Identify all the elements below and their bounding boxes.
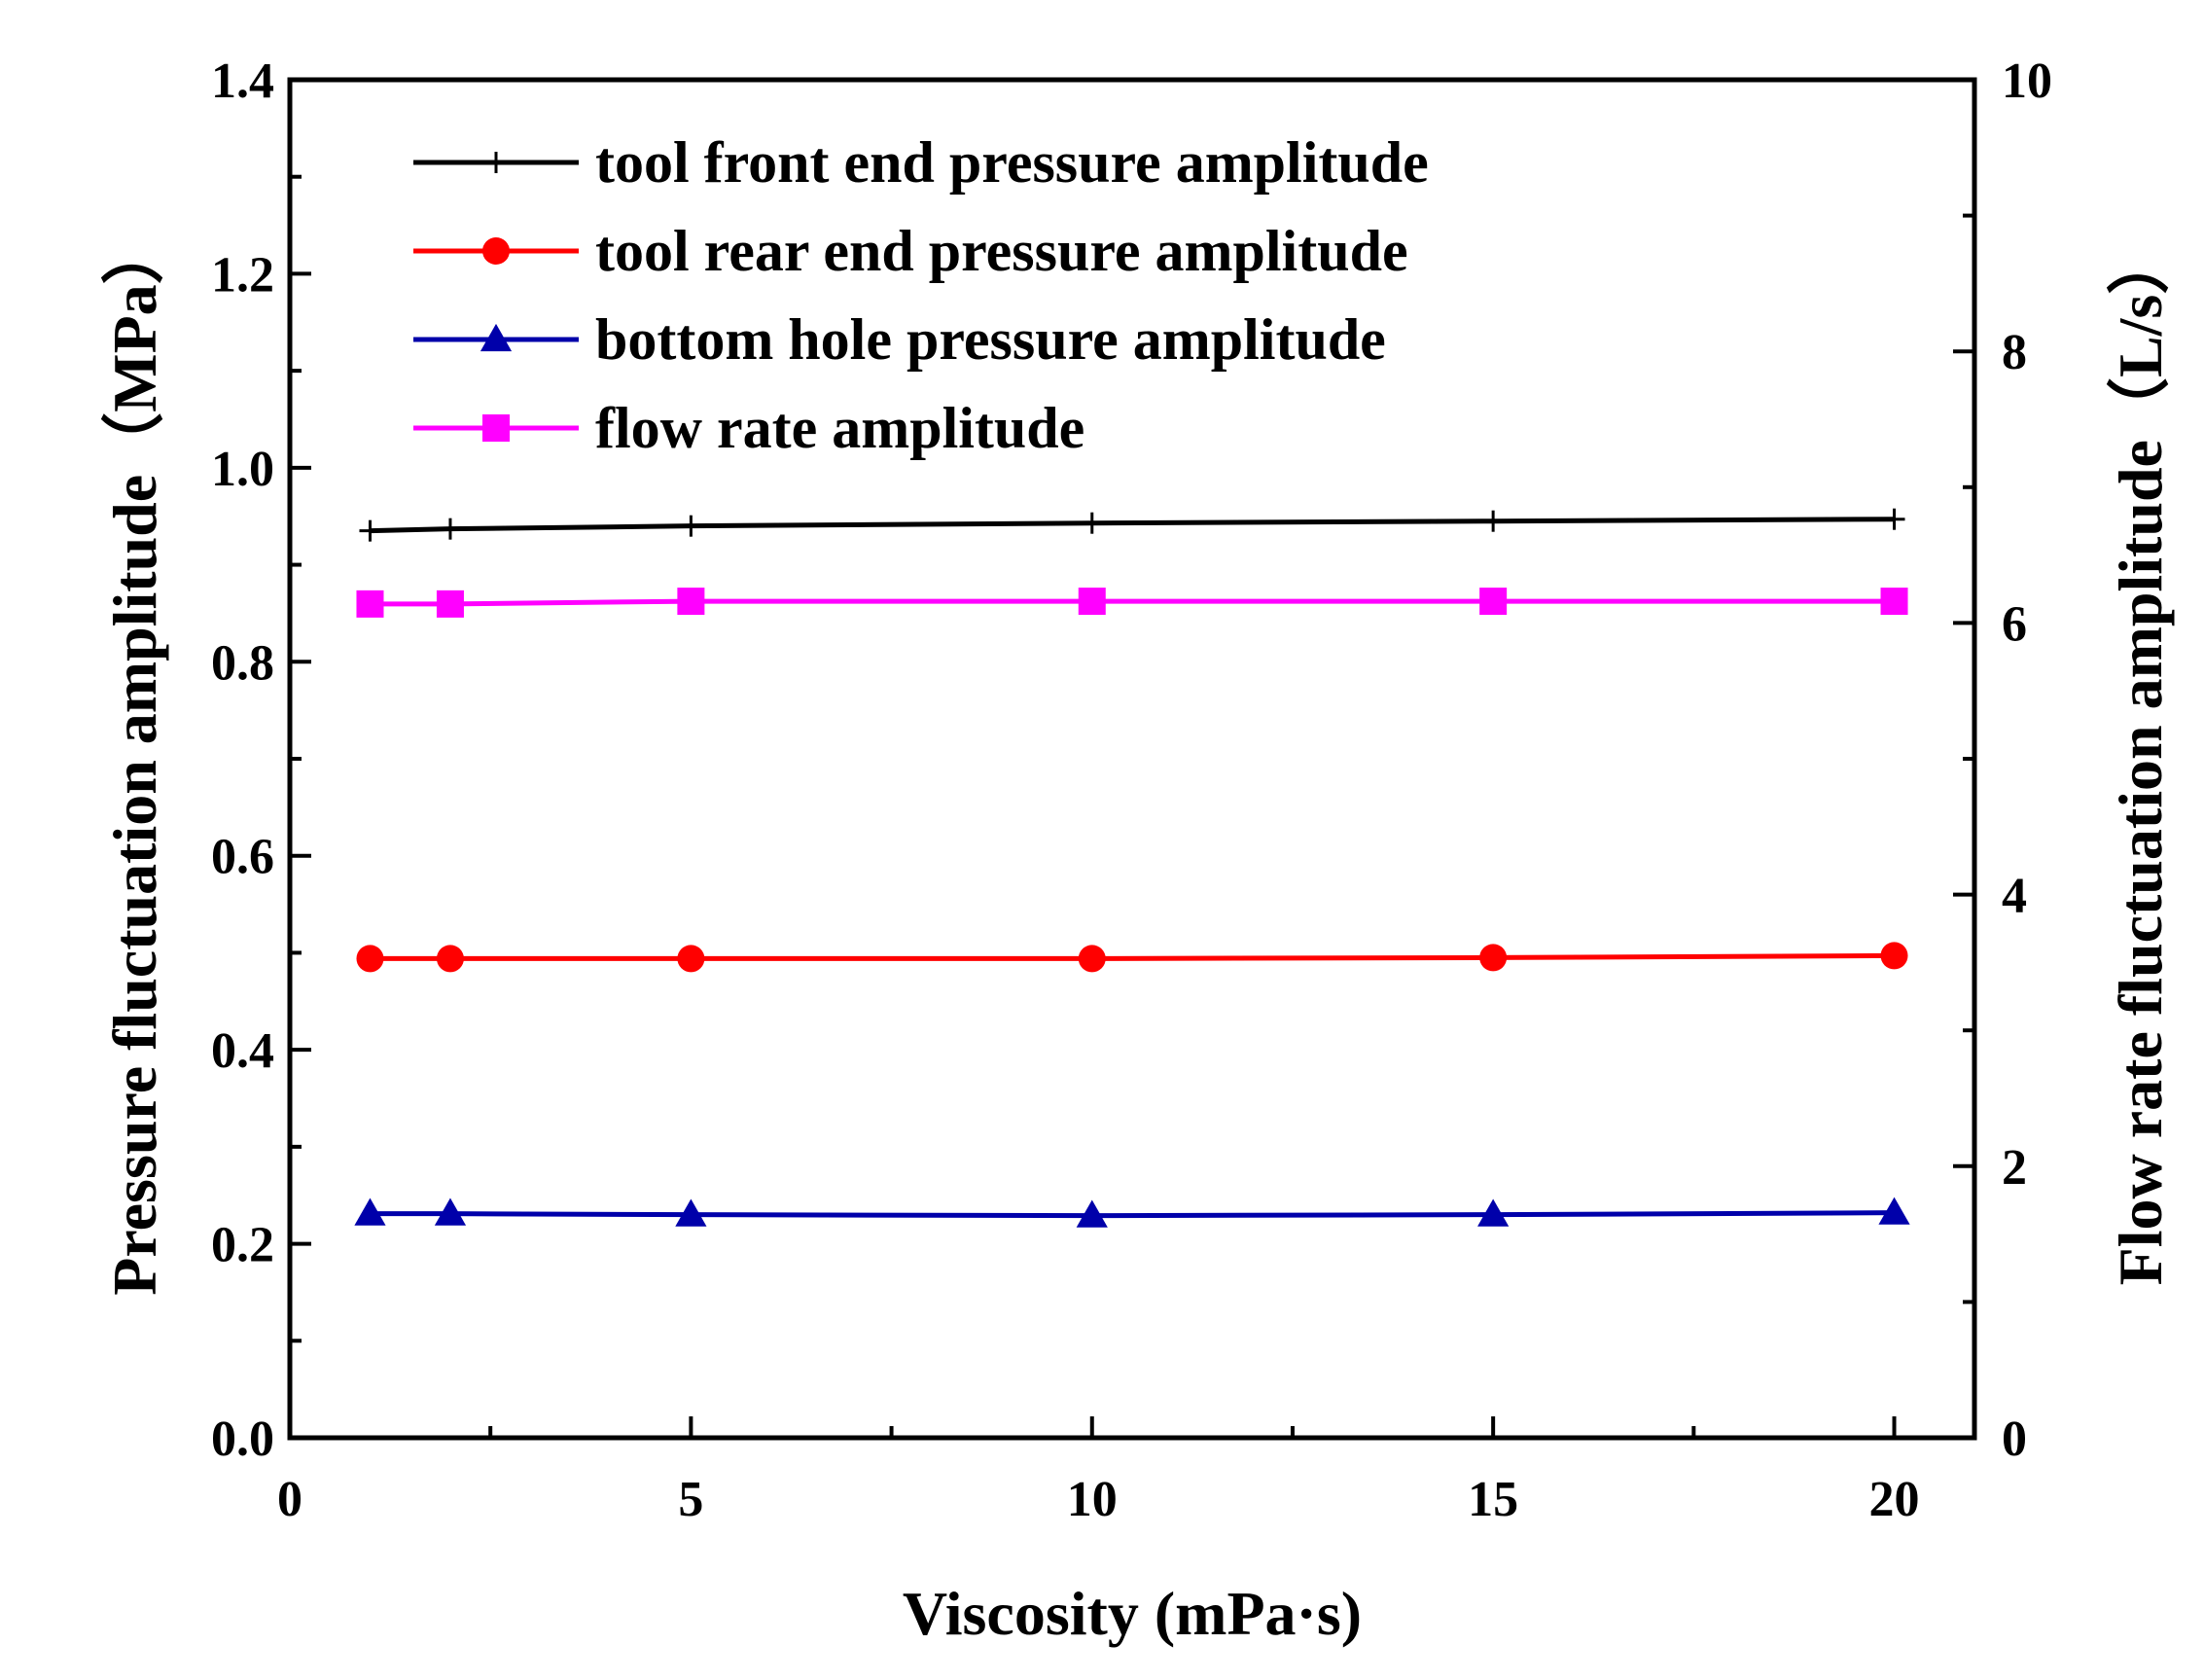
- data-point: [1479, 944, 1508, 972]
- data-point: [1477, 1198, 1510, 1227]
- y-tick-label: 0.2: [211, 1218, 274, 1273]
- plot-frame: [287, 77, 1977, 1441]
- x-axis-title: Viscosity (mPa·s): [903, 1579, 1362, 1648]
- y2-axis-title: Flow rate fluctuation amplitude（L/s）: [2106, 232, 2175, 1286]
- data-point: [1883, 508, 1905, 530]
- series-line: [370, 598, 1895, 607]
- data-point: [1078, 588, 1106, 616]
- legend-item: flow rate amplitude: [413, 396, 1084, 460]
- data-point: [356, 590, 384, 618]
- y2-tick-label: 4: [2002, 869, 2027, 924]
- data-point: [677, 945, 705, 973]
- y2-tick-label: 8: [2002, 325, 2027, 380]
- data-point: [485, 152, 507, 173]
- data-point: [675, 1198, 707, 1227]
- y-tick-label: 1.4: [211, 54, 274, 109]
- series-line: [370, 1210, 1895, 1219]
- y-tick-label: 0.6: [211, 830, 274, 885]
- legend-item: bottom hole pressure amplitude: [413, 307, 1386, 372]
- y2-tick-label: 0: [2002, 1412, 2027, 1467]
- labels-layer: 0 5 10 15 20 0.0 0.2 0.4 0.6 0.8 1.0 1.2 1.4 0 2 4 6 8 10: [211, 54, 2052, 1527]
- x-tick-label: 20: [1869, 1472, 1920, 1527]
- data-point: [436, 590, 464, 618]
- data-point: [680, 515, 702, 537]
- y2-tick-label: 6: [2002, 596, 2027, 652]
- y-tick-label: 1.2: [211, 247, 274, 303]
- x-tick-label: 0: [277, 1472, 302, 1527]
- y2-tick-label: 2: [2002, 1140, 2027, 1196]
- data-point: [1878, 1197, 1910, 1225]
- data-point: [1880, 588, 1908, 616]
- series-layer: [354, 508, 1910, 1228]
- y-tick-label: 0.4: [211, 1023, 274, 1079]
- x-tick-label: 10: [1067, 1472, 1118, 1527]
- data-point: [434, 1197, 467, 1226]
- y-tick-label: 0.8: [211, 635, 274, 691]
- data-point: [480, 323, 513, 352]
- legend: tool front end pressure amplitude tool re…: [413, 130, 1429, 460]
- y-axis-title: Pressure fluctuation amplitude（MPa）: [100, 222, 169, 1295]
- legend-label: flow rate amplitude: [595, 396, 1084, 460]
- data-point: [359, 519, 381, 542]
- series-plus: [359, 508, 1905, 542]
- data-point: [1076, 1199, 1108, 1228]
- y2-tick-label: 10: [2002, 54, 2052, 109]
- data-point: [677, 588, 705, 616]
- series-circle: [356, 942, 1908, 973]
- data-point: [356, 945, 384, 973]
- legend-item: tool rear end pressure amplitude: [413, 219, 1408, 283]
- legend-item: tool front end pressure amplitude: [413, 130, 1429, 195]
- data-point: [436, 945, 464, 973]
- data-point: [1880, 942, 1908, 970]
- series-triangle: [354, 1197, 1910, 1228]
- data-point: [1482, 510, 1505, 532]
- series-line: [370, 517, 1895, 534]
- legend-label: tool front end pressure amplitude: [595, 130, 1429, 195]
- data-point: [439, 518, 461, 540]
- legend-label: tool rear end pressure amplitude: [595, 219, 1408, 283]
- data-point: [1081, 512, 1103, 534]
- data-point: [482, 414, 510, 442]
- y-tick-label: 0.0: [211, 1412, 274, 1467]
- data-point: [354, 1197, 386, 1226]
- data-point: [1479, 588, 1508, 616]
- legend-label: bottom hole pressure amplitude: [595, 307, 1386, 372]
- data-point: [1078, 945, 1106, 973]
- y-tick-label: 1.0: [211, 442, 274, 497]
- data-point: [482, 237, 510, 265]
- x-tick-label: 15: [1468, 1472, 1518, 1527]
- x-tick-label: 5: [678, 1472, 703, 1527]
- series-square: [356, 588, 1908, 618]
